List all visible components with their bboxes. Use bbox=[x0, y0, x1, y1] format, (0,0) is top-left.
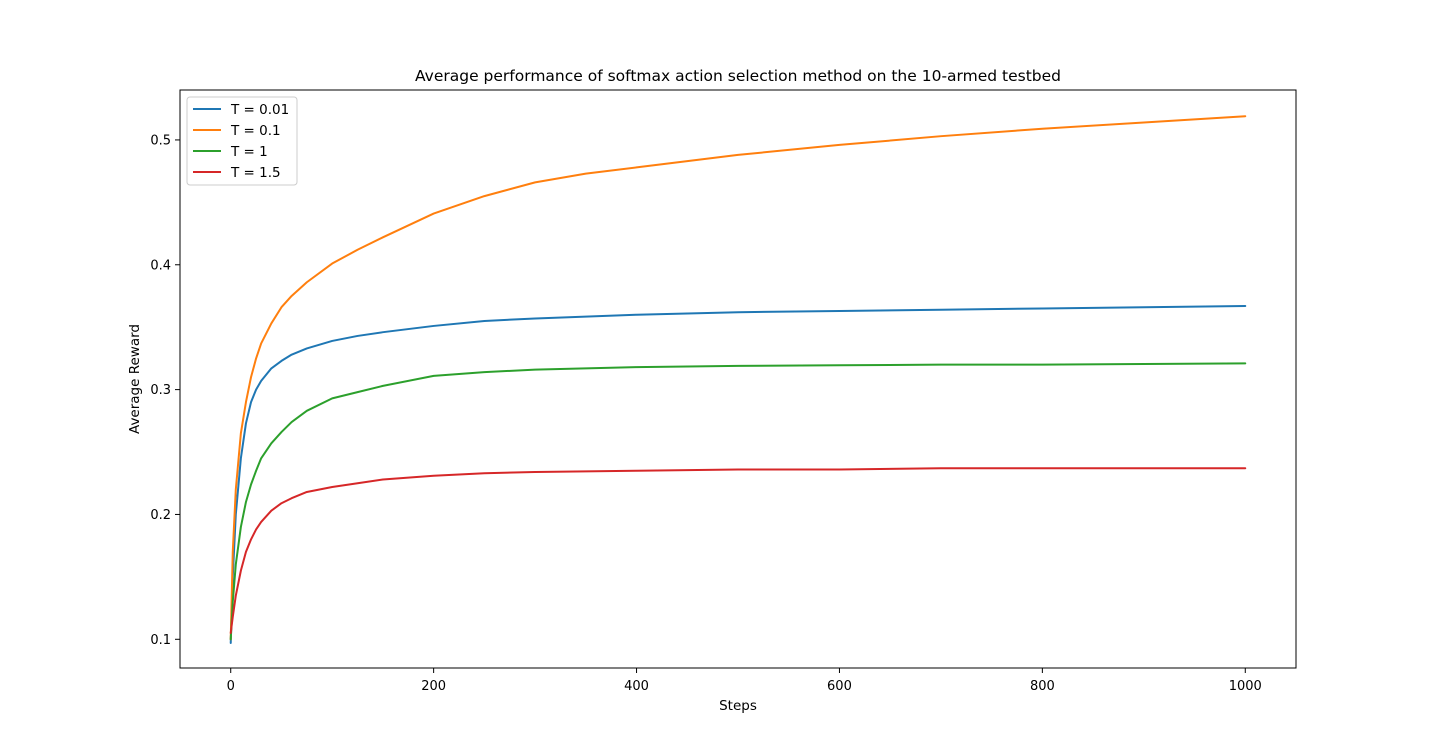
legend-entry: T = 1 bbox=[193, 144, 268, 160]
y-axis-ticks: 0.1 0.2 0.3 0.4 0.5 bbox=[150, 133, 180, 648]
legend-label: T = 1.5 bbox=[230, 165, 281, 181]
y-tick-label: 0.5 bbox=[150, 133, 171, 148]
x-tick-label: 0 bbox=[227, 679, 235, 694]
x-tick-label: 200 bbox=[421, 679, 446, 694]
legend-entry: T = 1.5 bbox=[193, 165, 281, 181]
x-tick-label: 1000 bbox=[1229, 679, 1262, 694]
legend-entry: T = 0.01 bbox=[193, 102, 289, 118]
legend-entry: T = 0.1 bbox=[193, 123, 281, 139]
legend: T = 0.01 T = 0.1 T = 1 T = 1.5 bbox=[186, 96, 298, 186]
plot-area-frame bbox=[179, 89, 1297, 669]
series-line-1 bbox=[229, 304, 1247, 645]
chart-title: Average performance of softmax action se… bbox=[415, 67, 1061, 85]
y-tick-label: 0.4 bbox=[150, 258, 171, 273]
series-layer bbox=[229, 115, 1247, 645]
series-line-4 bbox=[229, 467, 1247, 635]
y-axis-label: Average Reward bbox=[127, 324, 143, 434]
legend-label: T = 1 bbox=[230, 144, 268, 160]
y-tick-label: 0.1 bbox=[150, 633, 171, 648]
legend-items: T = 0.01 T = 0.1 T = 1 T = 1.5 bbox=[193, 102, 289, 181]
y-tick-label: 0.3 bbox=[150, 383, 171, 398]
x-tick-label: 600 bbox=[827, 679, 852, 694]
x-tick-label: 400 bbox=[624, 679, 649, 694]
legend-box bbox=[186, 96, 298, 186]
series-line-3 bbox=[229, 362, 1247, 641]
x-axis-label: Steps bbox=[719, 698, 757, 714]
series-line-2 bbox=[229, 115, 1247, 641]
legend-label: T = 0.1 bbox=[230, 123, 281, 139]
y-tick-label: 0.2 bbox=[150, 508, 171, 523]
x-tick-label: 800 bbox=[1030, 679, 1055, 694]
legend-label: T = 0.01 bbox=[230, 102, 289, 118]
x-axis-ticks: 0 200 400 600 800 1000 bbox=[227, 668, 1262, 694]
